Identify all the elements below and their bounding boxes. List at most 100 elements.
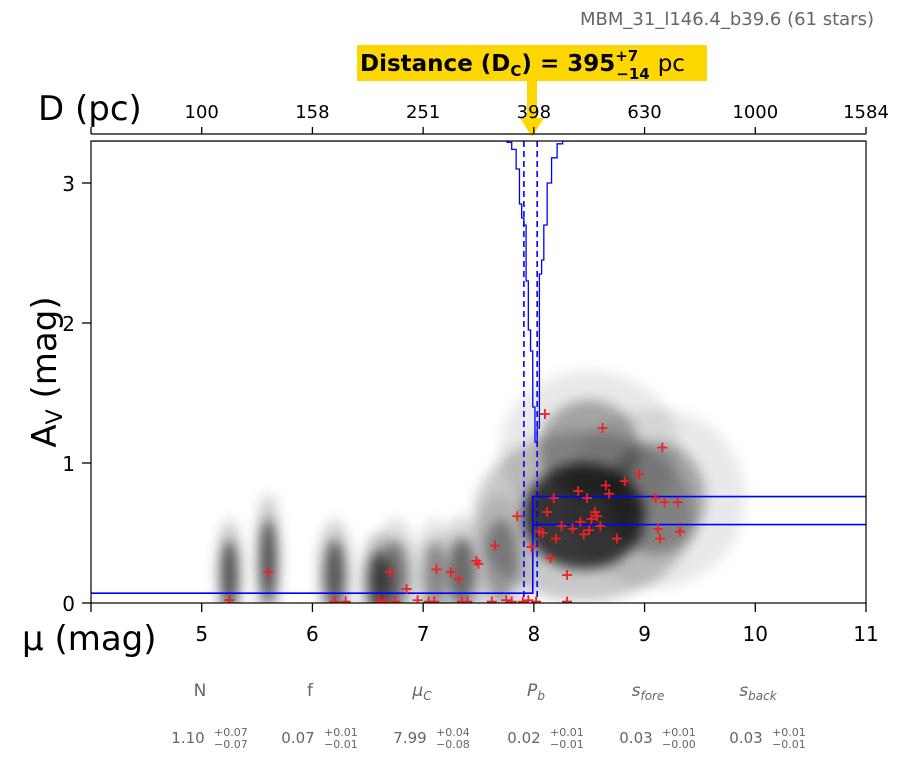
star-marker	[634, 469, 645, 480]
star-marker	[595, 521, 606, 531]
param-upper-err: +0.01	[772, 726, 806, 739]
star-marker	[526, 542, 537, 552]
star-marker	[567, 523, 578, 534]
param-column: sback 0.03 +0.01−0.01	[729, 681, 805, 751]
star-marker	[619, 476, 630, 487]
star-marker	[384, 567, 395, 578]
y-tick-label: 0	[62, 592, 75, 616]
x-tick-label: 5	[195, 622, 208, 646]
param-name: μC	[411, 681, 432, 703]
y-tick-label: 2	[62, 312, 75, 336]
model-line-lower	[91, 523, 866, 595]
star-marker	[573, 486, 584, 496]
star-marker	[224, 595, 235, 603]
star-marker	[551, 533, 561, 544]
param-name: sfore	[632, 681, 665, 703]
param-value: 0.02	[507, 729, 540, 747]
y-tick-label: 3	[62, 172, 75, 196]
star-marker	[445, 567, 456, 578]
star-marker	[373, 595, 384, 603]
param-name: N	[194, 681, 207, 701]
star-marker	[545, 553, 556, 564]
param-name: f	[307, 681, 314, 701]
x-tick-label: 11	[853, 622, 878, 646]
banner-text: Distance (DC) = 395+7 −14 pc	[360, 47, 685, 83]
param-upper-err: +0.04	[436, 726, 470, 739]
plot-area	[90, 140, 867, 604]
star-marker	[490, 540, 501, 551]
chart-title: MBM_31_l146.4_b39.6 (61 stars)	[580, 9, 874, 30]
star-marker	[548, 493, 559, 503]
star-marker	[659, 497, 670, 508]
x-tick-label: 10	[743, 622, 768, 646]
top-tick-label: 251	[406, 102, 440, 123]
star-marker	[542, 507, 553, 517]
star-marker	[537, 528, 548, 538]
density-blob	[254, 493, 283, 603]
star-marker	[591, 511, 602, 522]
star-marker	[412, 595, 423, 603]
density-map	[215, 370, 746, 603]
distance-banner: Distance (DC) = 395+7 −14 pc	[357, 45, 707, 137]
param-lower-err: −0.08	[436, 738, 470, 751]
star-marker	[604, 488, 615, 499]
star-marker	[531, 596, 542, 603]
param-name: Pb	[527, 681, 545, 703]
banner-background	[357, 45, 707, 81]
star-marker	[390, 596, 401, 603]
param-lower-err: −0.01	[772, 738, 806, 751]
star-marker	[263, 567, 274, 578]
top-tick-label: 100	[185, 102, 219, 123]
param-value: 7.99	[393, 729, 426, 747]
star-marker	[657, 442, 668, 453]
star-marker	[597, 423, 608, 433]
param-upper-err: +0.07	[214, 726, 248, 739]
star-marker	[584, 525, 595, 536]
param-value: 0.03	[729, 729, 762, 747]
param-value: 1.10	[171, 729, 204, 747]
param-upper-err: +0.01	[324, 726, 358, 739]
star-marker	[578, 529, 589, 540]
star-marker	[512, 511, 523, 522]
star-marker	[650, 493, 661, 503]
top-tick-label: 630	[627, 102, 661, 123]
top-tick-label: 1000	[732, 102, 778, 123]
param-column: Pb 0.02 +0.01−0.01	[507, 681, 583, 751]
x-axis: 5 6 7 8 9 10 11	[90, 603, 879, 646]
star-marker	[556, 521, 567, 531]
y-tick-label: 1	[62, 452, 75, 476]
star-marker	[562, 570, 573, 580]
x-tick-label: 7	[417, 622, 430, 646]
star-marker	[539, 409, 550, 419]
param-value: 0.03	[619, 729, 652, 747]
star-marker	[523, 595, 534, 603]
param-value: 0.07	[281, 729, 314, 747]
model-line-upper	[531, 495, 866, 525]
star-marker	[501, 595, 512, 603]
star-marker	[401, 584, 412, 594]
y-axis: 0 1 2 3	[62, 172, 91, 616]
param-upper-err: +0.01	[550, 726, 584, 739]
star-marker	[672, 497, 683, 508]
star-marker	[423, 596, 434, 603]
density-blob	[215, 519, 244, 603]
star-marker	[486, 596, 497, 603]
star-marker	[340, 596, 351, 603]
top-axis-label: D (pc)	[38, 89, 142, 129]
x-tick-label: 6	[306, 622, 319, 646]
star-marker	[611, 533, 622, 544]
x-tick-label: 8	[527, 622, 540, 646]
star-marker	[462, 596, 473, 603]
param-lower-err: −0.01	[324, 738, 358, 751]
param-column: sfore 0.03 +0.01−0.00	[619, 681, 695, 751]
star-marker	[431, 564, 442, 575]
param-name: sback	[739, 681, 777, 703]
star-marker	[329, 596, 340, 603]
star-marker	[675, 526, 685, 537]
top-tick-label: 398	[517, 102, 551, 123]
param-lower-err: −0.07	[214, 738, 248, 751]
star-marker	[652, 523, 663, 534]
param-lower-err: −0.01	[550, 738, 584, 751]
